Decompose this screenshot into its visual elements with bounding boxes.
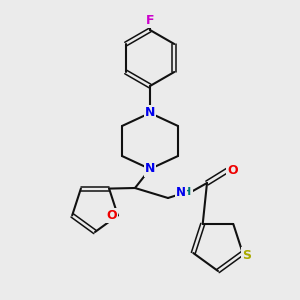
- Text: N: N: [176, 185, 186, 199]
- Text: F: F: [146, 14, 154, 26]
- Text: N: N: [145, 163, 155, 176]
- Text: N: N: [145, 106, 155, 119]
- Text: H: H: [182, 187, 192, 197]
- Text: O: O: [228, 164, 238, 176]
- Text: O: O: [106, 209, 117, 222]
- Text: S: S: [242, 248, 251, 262]
